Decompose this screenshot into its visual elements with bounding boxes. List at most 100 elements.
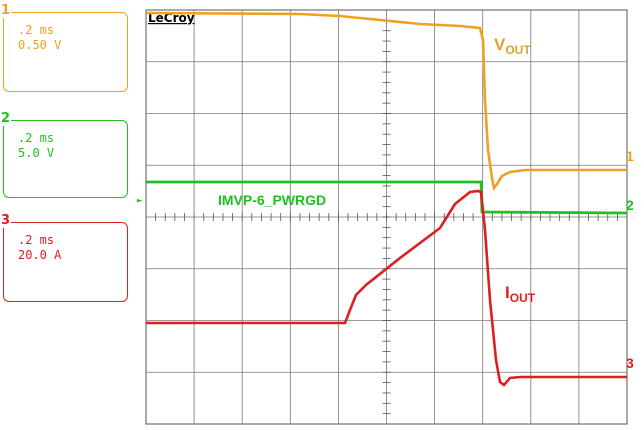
grid-dot [416,113,417,114]
grid-dot [264,320,265,321]
grid-dot [280,113,281,114]
channel-2-marker: 2 [626,197,634,213]
grid-dot [240,113,241,114]
grid-dot [616,113,617,114]
grid-dot [536,113,537,114]
grid-dot [616,320,617,321]
grid-dot [464,113,465,114]
grid-dot [568,113,569,114]
grid-dot [248,320,249,321]
grid-dot [464,320,465,321]
grid-dot [504,320,505,321]
grid-dot [456,320,457,321]
grid-dot [480,320,481,321]
vout-label: VOUT [494,35,531,57]
grid-dot [608,113,609,114]
grid-dot [360,113,361,114]
grid-dot [168,320,169,321]
grid-dot [184,113,185,114]
grid-dot [176,320,177,321]
channel-2-settings: .2 ms 5.0 V [18,131,54,161]
grid-dot [560,320,561,321]
grid-dot [240,320,241,321]
grid-dot [336,320,337,321]
grid-dot [288,113,289,114]
channel-3-number: 3 [0,213,12,228]
grid-dot [440,113,441,114]
grid-dot [216,113,217,114]
channel-2-scale: 5.0 V [18,146,55,160]
grid-dot [544,320,545,321]
grid-dot [224,113,225,114]
grid-dot [176,113,177,114]
graticule-dots [152,113,625,321]
grid-dot [512,113,513,114]
channel-2-timebase: .2 ms [18,131,55,145]
grid-dot [600,113,601,114]
pwrgd-label: IMVP-6_PWRGD [218,192,326,208]
grid-dot [408,113,409,114]
grid-dot [520,113,521,114]
grid-dot [192,320,193,321]
channel-1-number: 1 [0,3,12,18]
grid-dot [296,320,297,321]
grid-dot [528,113,529,114]
grid-dot [232,113,233,114]
grid-dot [416,320,417,321]
grid-dot [256,320,257,321]
iout-label-sub: OUT [510,291,536,305]
grid-dot [168,113,169,114]
grid-dot [584,320,585,321]
grid-dot [264,113,265,114]
grid-dot [408,320,409,321]
grid-dot [352,113,353,114]
grid-dot [552,320,553,321]
grid-dot [576,113,577,114]
channel-1-timebase: .2 ms [18,23,55,37]
grid-dot [440,320,441,321]
grid-dot [552,113,553,114]
grid-dot [152,320,153,321]
grid-dot [352,320,353,321]
grid-dot [312,113,313,114]
grid-dot [520,320,521,321]
grid-dot [160,320,161,321]
grid-dot [216,320,217,321]
grid-dot [600,320,601,321]
channel-3-timebase: .2 ms [18,233,55,247]
grid-dot [296,113,297,114]
grid-dot [160,113,161,114]
grid-dot [304,113,305,114]
grid-dot [376,320,377,321]
grid-dot [584,113,585,114]
vout-label-main: V [494,35,506,54]
channel-2-number: 2 [0,111,12,126]
grid-dot [184,320,185,321]
grid-dot [576,320,577,321]
channel-3-panel[interactable]: 3 .2 ms 20.0 A [0,213,128,302]
grid-dot [336,113,337,114]
iout-label-main: I [505,283,510,302]
grid-dot [200,320,201,321]
grid-dot [592,320,593,321]
grid-dot [624,320,625,321]
channel-1-marker: 1 [626,148,634,164]
grid-dot [400,113,401,114]
grid-dot [504,113,505,114]
grid-dot [192,113,193,114]
grid-dot [496,320,497,321]
vout-label-sub: OUT [505,43,531,57]
grid-dot [512,320,513,321]
channel-3-scale: 20.0 A [18,248,62,262]
channel-2-panel[interactable]: 2 .2 ms 5.0 V [0,111,128,198]
grid-dot [424,113,425,114]
grid-dot [344,113,345,114]
channel-3-marker: 3 [626,355,634,371]
grid-dot [256,113,257,114]
channel-1-panel[interactable]: 1 .2 ms 0.50 V [0,3,128,92]
grid-dot [272,113,273,114]
grid-dot [400,320,401,321]
grid-dot [200,113,201,114]
grid-dot [528,320,529,321]
